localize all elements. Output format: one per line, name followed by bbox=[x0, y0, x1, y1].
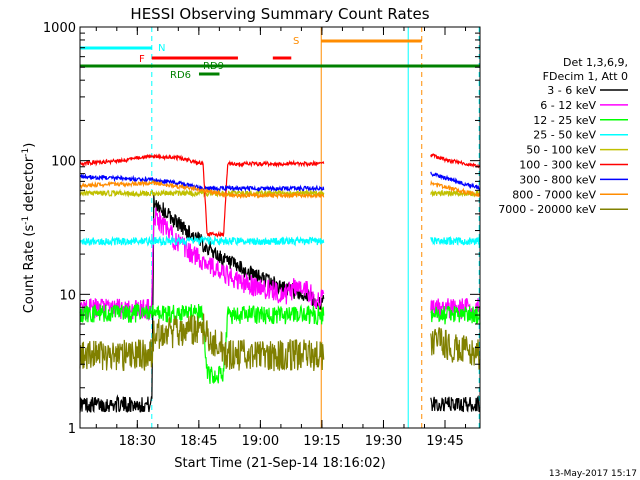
y-axis-label-mid: detector bbox=[22, 156, 37, 216]
y-axis: 1 10 100 1000 bbox=[43, 21, 480, 437]
y-axis-label-exp1: -1 bbox=[21, 216, 31, 225]
x-tick-label-5: 19:45 bbox=[426, 434, 463, 449]
series-line-6-b bbox=[430, 171, 481, 191]
chart-title: HESSI Observing Summary Count Rates bbox=[130, 5, 429, 23]
series-line-8-a bbox=[79, 313, 325, 372]
y-axis-label: Count Rate (s-1 detector-1) bbox=[21, 143, 37, 314]
x-axis: 18:30 18:45 19:00 19:15 19:30 19:45 bbox=[95, 27, 467, 449]
x-tick-label-1: 18:45 bbox=[180, 434, 217, 449]
series-line-1-a bbox=[79, 207, 325, 322]
legend-label-8: 7000 - 20000 keV bbox=[498, 203, 596, 216]
legend-header-1: FDecim 1, Att 0 bbox=[543, 70, 628, 83]
x-tick-label-3: 19:15 bbox=[303, 434, 340, 449]
y-tick-label-1: 10 bbox=[59, 288, 76, 303]
legend-label-3: 25 - 50 keV bbox=[533, 129, 596, 142]
flag-label-F: F bbox=[139, 54, 145, 65]
x-tick-label-2: 19:00 bbox=[242, 434, 279, 449]
legend-label-6: 300 - 800 keV bbox=[519, 173, 596, 186]
series-line-7-b bbox=[430, 179, 481, 198]
series-line-8-b bbox=[430, 327, 481, 370]
y-tick-label-2: 100 bbox=[51, 155, 76, 170]
legend-label-7: 800 - 7000 keV bbox=[512, 188, 596, 201]
series-line-2-b bbox=[430, 305, 481, 325]
series-line-7-a bbox=[79, 179, 325, 200]
legend-label-1: 6 - 12 keV bbox=[540, 99, 596, 112]
x-tick-label-0: 18:30 bbox=[119, 434, 156, 449]
legend: Det 1,3,6,9,FDecim 1, Att 03 - 6 keV 6 - … bbox=[498, 56, 628, 216]
series-line-5-b bbox=[430, 152, 481, 169]
series-line-0-b bbox=[430, 394, 481, 413]
series-line-3-a bbox=[79, 234, 325, 248]
legend-label-2: 12 - 25 keV bbox=[533, 114, 596, 127]
legend-label-5: 100 - 300 keV bbox=[519, 159, 596, 172]
y-tick-label-3: 1000 bbox=[43, 21, 76, 36]
series-line-6-a bbox=[79, 173, 325, 193]
x-tick-label-4: 19:30 bbox=[365, 434, 402, 449]
legend-label-4: 50 - 100 keV bbox=[526, 144, 596, 157]
y-tick-label-0: 1 bbox=[68, 422, 76, 437]
flag-label-RD6: RD6 bbox=[170, 70, 191, 81]
flag-label-RD9: RD9 bbox=[203, 61, 224, 72]
plot-frame bbox=[79, 26, 481, 429]
series-line-4-a bbox=[79, 188, 325, 199]
series-line-2-a bbox=[79, 302, 325, 385]
flag-label-N: N bbox=[158, 43, 165, 54]
y-axis-label-end: ) bbox=[22, 143, 37, 148]
plot-area: N F S RD9 RD6 bbox=[79, 27, 481, 428]
flag-label-S: S bbox=[293, 36, 299, 47]
series-line-5-a bbox=[79, 153, 325, 238]
legend-header-0: Det 1,3,6,9, bbox=[563, 56, 628, 69]
y-axis-label-main: Count Rate (s bbox=[22, 225, 37, 314]
footer-timestamp: 13-May-2017 15:17 bbox=[549, 469, 637, 479]
legend-label-0: 3 - 6 keV bbox=[547, 84, 596, 97]
x-axis-label: Start Time (21-Sep-14 18:16:02) bbox=[174, 456, 385, 471]
series-line-3-b bbox=[430, 235, 481, 246]
y-axis-label-exp2: -1 bbox=[21, 148, 31, 157]
series-line-4-b bbox=[430, 189, 481, 198]
